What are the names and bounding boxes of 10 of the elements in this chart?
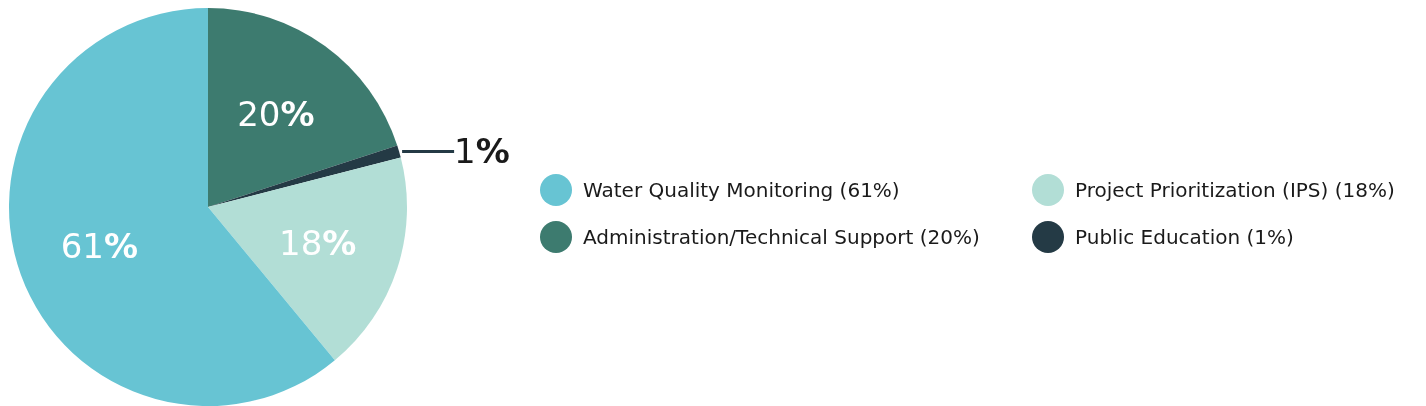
legend-label: Water Quality Monitoring (61%)	[583, 178, 900, 202]
legend-label: Project Prioritization (IPS) (18%)	[1075, 178, 1395, 202]
data-label: 18%	[279, 222, 357, 263]
pie-slice	[208, 157, 407, 361]
legend-label: Administration/Technical Support (20%)	[583, 225, 980, 249]
data-label: 20%	[237, 93, 315, 134]
data-label: 1%	[454, 131, 510, 172]
pie-slice	[208, 8, 398, 207]
data-label: 61%	[60, 226, 139, 267]
legend-label: Public Education (1%)	[1075, 225, 1294, 249]
